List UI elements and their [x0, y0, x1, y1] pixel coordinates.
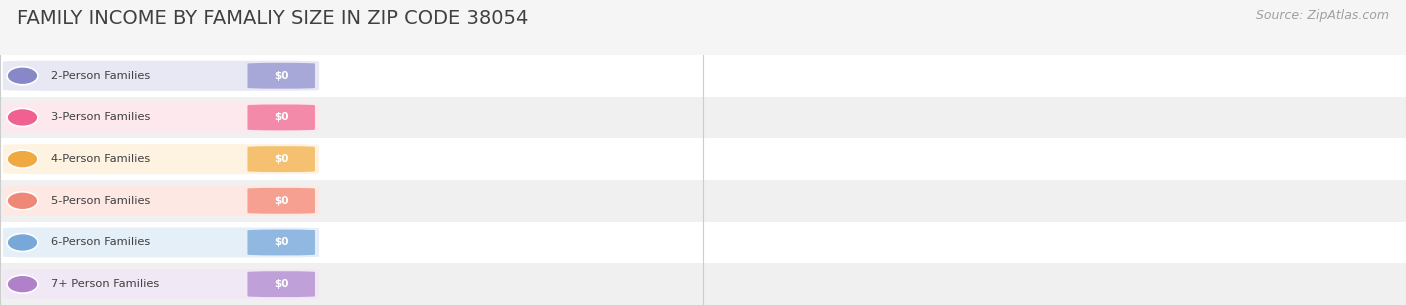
- Bar: [0, 180, 1406, 222]
- Text: $0: $0: [274, 154, 288, 164]
- FancyBboxPatch shape: [3, 102, 319, 132]
- Bar: [0, 55, 1406, 97]
- Text: 2-Person Families: 2-Person Families: [51, 71, 150, 81]
- Text: $0: $0: [274, 238, 288, 247]
- Text: FAMILY INCOME BY FAMALIY SIZE IN ZIP CODE 38054: FAMILY INCOME BY FAMALIY SIZE IN ZIP COD…: [17, 9, 529, 28]
- FancyBboxPatch shape: [247, 271, 315, 297]
- Ellipse shape: [7, 67, 38, 85]
- Text: 5-Person Families: 5-Person Families: [51, 196, 150, 206]
- FancyBboxPatch shape: [3, 61, 319, 91]
- Ellipse shape: [7, 150, 38, 168]
- Bar: [0, 263, 1406, 305]
- Bar: [0, 97, 1406, 138]
- FancyBboxPatch shape: [247, 63, 315, 89]
- FancyBboxPatch shape: [247, 146, 315, 172]
- Text: 6-Person Families: 6-Person Families: [51, 238, 150, 247]
- Text: $0: $0: [274, 113, 288, 122]
- Text: 7+ Person Families: 7+ Person Families: [51, 279, 159, 289]
- FancyBboxPatch shape: [3, 269, 319, 299]
- FancyBboxPatch shape: [3, 228, 319, 257]
- Text: 3-Person Families: 3-Person Families: [51, 113, 150, 122]
- FancyBboxPatch shape: [247, 188, 315, 214]
- Ellipse shape: [7, 275, 38, 293]
- Ellipse shape: [7, 192, 38, 210]
- FancyBboxPatch shape: [3, 186, 319, 216]
- Ellipse shape: [7, 108, 38, 127]
- FancyBboxPatch shape: [247, 105, 315, 130]
- Text: $0: $0: [274, 279, 288, 289]
- Text: Source: ZipAtlas.com: Source: ZipAtlas.com: [1256, 9, 1389, 22]
- Ellipse shape: [7, 233, 38, 252]
- FancyBboxPatch shape: [247, 230, 315, 255]
- FancyBboxPatch shape: [3, 144, 319, 174]
- Bar: [0, 138, 1406, 180]
- Text: $0: $0: [274, 196, 288, 206]
- Text: 4-Person Families: 4-Person Families: [51, 154, 150, 164]
- Bar: [0, 222, 1406, 263]
- Text: $0: $0: [274, 71, 288, 81]
